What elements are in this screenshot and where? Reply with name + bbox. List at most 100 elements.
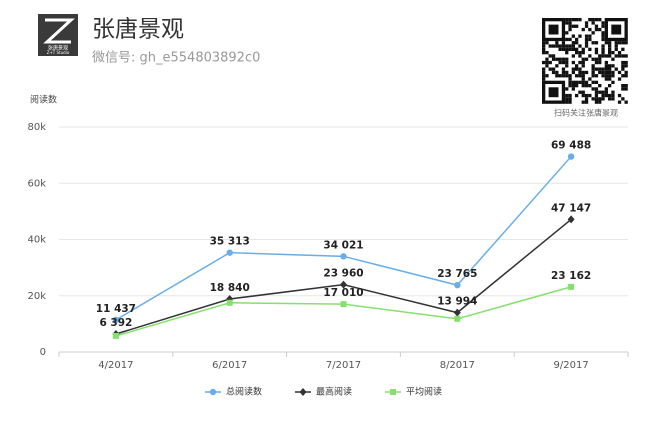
point xyxy=(568,283,575,290)
qr-cell xyxy=(598,70,602,75)
value-label: 23 162 xyxy=(551,270,591,282)
qr-cell xyxy=(551,67,556,71)
qr-cell xyxy=(578,67,582,71)
y-tick-label: 20k xyxy=(27,291,46,302)
y-tick-label: 0 xyxy=(40,347,46,358)
point xyxy=(390,389,396,395)
qr-cell xyxy=(561,60,566,65)
qr-cell xyxy=(568,74,572,78)
qr-cell xyxy=(571,34,575,38)
qr-cell xyxy=(617,70,622,75)
qr-cell xyxy=(581,57,585,61)
value-label: 35 313 xyxy=(210,236,250,248)
qr-cell xyxy=(575,18,579,22)
qr-cell xyxy=(578,80,582,84)
qr-cell xyxy=(578,51,582,55)
qr-cell xyxy=(584,44,589,48)
qr-cell xyxy=(581,74,585,78)
qr-cell xyxy=(588,84,592,88)
value-label: 47 147 xyxy=(551,202,591,214)
qr-cell xyxy=(581,77,585,81)
legend-label: 最高阅读 xyxy=(316,386,352,398)
point xyxy=(454,281,461,289)
qr-cell xyxy=(575,74,579,78)
y-tick-label: 60k xyxy=(27,178,46,189)
qr-cell xyxy=(565,93,569,98)
qr-cell xyxy=(565,70,569,75)
logo-text: 张唐景观 xyxy=(48,45,68,52)
qr-cell xyxy=(568,47,572,51)
qr-cell xyxy=(614,47,618,51)
qr-cell xyxy=(555,57,559,61)
qr-cell xyxy=(617,41,622,45)
legend-label: 总阅读数 xyxy=(226,386,262,398)
value-label: 13 994 xyxy=(437,296,477,308)
qr-cell xyxy=(545,57,549,61)
qr-cell xyxy=(584,37,589,42)
qr-cell xyxy=(584,97,589,101)
qr-caption: 扫码关注张唐景观 xyxy=(554,108,618,118)
qr-cell xyxy=(578,90,582,94)
qr-cell xyxy=(581,64,585,68)
point xyxy=(453,308,461,317)
qr-cell xyxy=(591,97,595,101)
qr-cell xyxy=(594,41,599,45)
qr-cell xyxy=(591,87,595,91)
qr-cell xyxy=(575,51,579,55)
qr-cell xyxy=(578,44,582,48)
qr-cell xyxy=(608,70,612,75)
qr-cell xyxy=(568,100,572,104)
qr-cell xyxy=(594,24,599,28)
qr-cell xyxy=(591,64,595,68)
qr-cell xyxy=(581,47,585,51)
qr-cell xyxy=(575,41,579,45)
qr-cell xyxy=(575,84,579,88)
qr-cell xyxy=(584,34,589,38)
qr-cell xyxy=(568,93,572,98)
qr-cell xyxy=(598,90,602,94)
point xyxy=(226,249,233,256)
qr-cell xyxy=(601,24,605,28)
qr-cell xyxy=(581,93,585,98)
point xyxy=(112,316,120,324)
qr-cell xyxy=(611,51,615,55)
qr-cell xyxy=(621,87,625,91)
qr-cell xyxy=(601,74,605,78)
qr-finder xyxy=(542,80,566,104)
qr-cell xyxy=(565,60,569,65)
qr-cell xyxy=(575,64,579,68)
qr-cell xyxy=(548,44,552,48)
qr-cell xyxy=(617,100,622,104)
subtitle: 微信号: gh_e554803892c0 xyxy=(92,51,260,66)
qr-cell xyxy=(608,54,612,58)
qr-cell xyxy=(614,67,618,71)
qr-cell xyxy=(575,93,579,98)
point xyxy=(567,215,575,224)
qr-cell xyxy=(542,41,546,45)
qr-cell xyxy=(611,97,615,101)
qr-cell xyxy=(591,70,595,75)
qr-cell xyxy=(608,41,612,45)
qr-cell xyxy=(604,60,608,65)
qr-cell xyxy=(542,60,546,65)
qr-cell xyxy=(614,41,618,45)
qr-cell xyxy=(598,84,602,88)
point xyxy=(340,280,347,289)
qr-cell xyxy=(545,60,549,65)
qr-cell xyxy=(542,70,546,75)
legend-label: 平均阅读 xyxy=(406,386,442,398)
qr-cell xyxy=(571,80,575,84)
qr-cell xyxy=(581,51,585,55)
qr-cell xyxy=(558,60,562,65)
qr-cell xyxy=(558,57,562,61)
qr-cell xyxy=(578,60,582,65)
point xyxy=(112,332,119,339)
qr-cell xyxy=(594,57,599,61)
point xyxy=(209,388,217,396)
qr-cell xyxy=(545,64,549,68)
point xyxy=(226,299,233,306)
qr-cell xyxy=(565,97,569,101)
qr-cell xyxy=(617,54,622,58)
qr-cell xyxy=(604,41,608,45)
y-axis-label: 阅读数 xyxy=(30,94,57,106)
